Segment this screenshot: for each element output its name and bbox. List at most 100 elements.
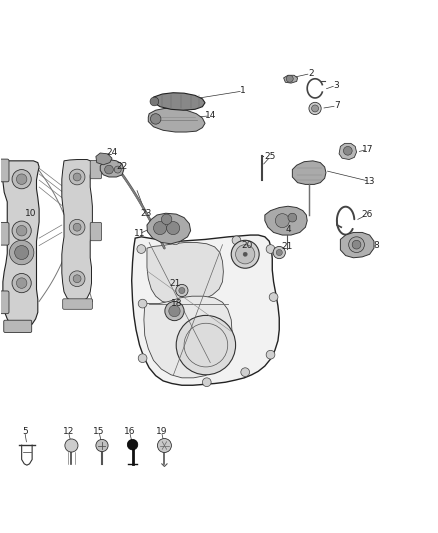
Circle shape [276, 249, 283, 256]
Polygon shape [144, 296, 232, 378]
Circle shape [14, 246, 28, 260]
Circle shape [269, 293, 278, 302]
Circle shape [171, 236, 180, 245]
Circle shape [137, 245, 146, 253]
Circle shape [241, 368, 250, 376]
Circle shape [105, 165, 113, 174]
Text: 17: 17 [362, 145, 373, 154]
Text: 24: 24 [106, 148, 118, 157]
Circle shape [343, 147, 352, 155]
Circle shape [10, 240, 34, 265]
Text: 21: 21 [170, 279, 181, 288]
Polygon shape [339, 143, 357, 159]
Circle shape [232, 236, 241, 245]
Circle shape [150, 97, 159, 106]
Circle shape [16, 278, 27, 288]
Circle shape [73, 275, 81, 282]
Polygon shape [96, 153, 112, 165]
Circle shape [202, 378, 211, 386]
Circle shape [176, 285, 188, 297]
Circle shape [114, 166, 121, 173]
Circle shape [69, 220, 85, 235]
FancyBboxPatch shape [0, 222, 9, 245]
Circle shape [266, 350, 275, 359]
Circle shape [150, 114, 161, 124]
Circle shape [286, 75, 293, 82]
FancyBboxPatch shape [4, 320, 32, 333]
Text: 15: 15 [93, 427, 105, 436]
Polygon shape [340, 232, 374, 258]
Text: 13: 13 [364, 177, 375, 186]
FancyBboxPatch shape [63, 299, 92, 309]
Polygon shape [148, 108, 205, 132]
Circle shape [153, 222, 166, 235]
Text: 7: 7 [334, 101, 340, 110]
Circle shape [266, 245, 275, 253]
Circle shape [169, 305, 180, 317]
Circle shape [127, 439, 138, 450]
Circle shape [96, 439, 108, 451]
Circle shape [349, 237, 364, 253]
Circle shape [236, 245, 255, 264]
Circle shape [165, 302, 184, 321]
Text: 1: 1 [240, 86, 246, 95]
FancyBboxPatch shape [0, 159, 9, 182]
Text: 10: 10 [25, 209, 36, 218]
Text: 2: 2 [308, 69, 314, 78]
Circle shape [12, 273, 31, 293]
Circle shape [138, 299, 147, 308]
Text: 11: 11 [134, 229, 145, 238]
Polygon shape [284, 75, 297, 83]
Text: 14: 14 [205, 111, 216, 120]
Text: 26: 26 [361, 211, 372, 220]
Circle shape [352, 240, 361, 249]
Polygon shape [132, 235, 279, 385]
FancyBboxPatch shape [90, 160, 102, 179]
Circle shape [73, 223, 81, 231]
Circle shape [12, 169, 31, 189]
Text: 18: 18 [170, 299, 182, 308]
Circle shape [276, 214, 289, 228]
Circle shape [69, 169, 85, 185]
Text: 3: 3 [333, 81, 339, 90]
Text: 20: 20 [242, 241, 253, 250]
Circle shape [73, 173, 81, 181]
Text: 19: 19 [155, 427, 167, 436]
Text: 22: 22 [117, 163, 128, 172]
Circle shape [166, 222, 180, 235]
Text: 5: 5 [22, 427, 28, 436]
Circle shape [12, 221, 31, 240]
Text: 8: 8 [373, 241, 379, 250]
Circle shape [243, 252, 247, 256]
Polygon shape [62, 159, 92, 302]
Circle shape [176, 316, 236, 375]
Text: 21: 21 [281, 243, 292, 252]
Circle shape [16, 174, 27, 184]
Circle shape [288, 213, 297, 222]
Polygon shape [147, 243, 223, 304]
Circle shape [138, 354, 147, 362]
Circle shape [273, 246, 286, 259]
Circle shape [16, 225, 27, 236]
Polygon shape [265, 206, 307, 235]
Circle shape [69, 271, 85, 287]
Circle shape [231, 240, 259, 268]
Polygon shape [100, 159, 124, 177]
Text: 12: 12 [63, 427, 74, 436]
FancyBboxPatch shape [0, 291, 9, 313]
Text: 4: 4 [286, 225, 292, 234]
Polygon shape [3, 161, 39, 327]
Circle shape [157, 439, 171, 453]
Circle shape [65, 439, 78, 452]
FancyBboxPatch shape [90, 222, 102, 241]
Circle shape [161, 214, 172, 224]
Polygon shape [292, 161, 326, 184]
Circle shape [311, 105, 318, 112]
Text: 16: 16 [124, 427, 135, 436]
Circle shape [179, 287, 185, 294]
Text: 23: 23 [140, 209, 152, 218]
Polygon shape [153, 93, 205, 110]
Circle shape [309, 102, 321, 115]
Text: 25: 25 [265, 152, 276, 161]
Polygon shape [147, 213, 191, 244]
